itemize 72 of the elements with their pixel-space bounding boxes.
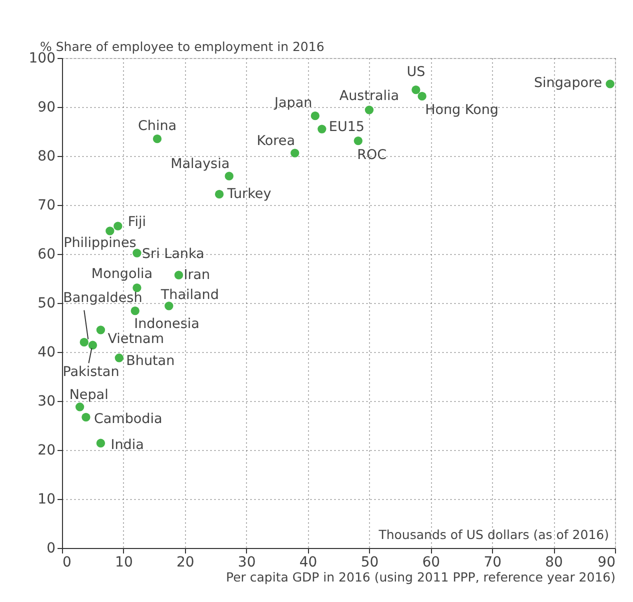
point xyxy=(130,306,140,316)
point xyxy=(88,340,98,350)
x-tick-label: 50 xyxy=(360,554,379,570)
annotation: Indonesia xyxy=(134,316,200,332)
point xyxy=(164,302,174,310)
point xyxy=(80,338,88,347)
annotation: Cambodia xyxy=(94,411,162,428)
point xyxy=(318,124,326,134)
y-tick-label: 40 xyxy=(38,344,56,360)
point xyxy=(82,412,90,422)
point xyxy=(96,326,106,334)
point xyxy=(412,86,420,94)
y-tick-label: 90 xyxy=(38,100,56,116)
annotation: US xyxy=(406,64,426,80)
point xyxy=(132,248,142,258)
point xyxy=(96,438,106,448)
annotation: Australia xyxy=(339,88,400,104)
y-tick-label: 30 xyxy=(38,394,56,410)
point xyxy=(114,354,124,362)
x-tick-label: 20 xyxy=(176,554,194,570)
annotation: Thailand xyxy=(160,286,219,303)
annotation: Philippines xyxy=(64,234,136,251)
annotation: Fiji xyxy=(128,214,146,230)
annotation: Malaysia xyxy=(170,156,230,172)
y-tick-label: 70 xyxy=(38,198,56,214)
annotation: Sri Lanka xyxy=(142,246,204,262)
annotation: Mongolia xyxy=(91,266,152,282)
annotation: Singapore xyxy=(534,74,602,91)
point xyxy=(290,148,300,158)
point xyxy=(606,80,614,88)
y-tick-label: 50 xyxy=(38,296,56,312)
x-tick-label: 60 xyxy=(422,554,440,570)
y-tick-label: 0 xyxy=(46,540,56,556)
x-tick-label: 40 xyxy=(299,554,318,570)
annotation: Turkey xyxy=(226,186,272,202)
x-tick-label: 80 xyxy=(545,554,563,570)
annotation: Thousands of US dollars (as of 2016) xyxy=(378,527,609,542)
point xyxy=(310,112,320,120)
point xyxy=(224,172,234,180)
annotation: Pakistan xyxy=(62,364,120,380)
annotation: Iran xyxy=(184,267,210,284)
point xyxy=(174,270,184,280)
x-tick-label: 10 xyxy=(115,554,133,570)
annotation: Korea xyxy=(256,133,296,150)
y-tick-label: 20 xyxy=(38,442,56,458)
annotation: Vietnam xyxy=(108,330,164,347)
annotation: Bhutan xyxy=(126,352,175,369)
point xyxy=(354,136,362,146)
x-tick-label: 70 xyxy=(484,554,502,570)
x-tick-label: 90 xyxy=(598,554,616,570)
annotation: Japan xyxy=(273,94,312,111)
point xyxy=(75,402,84,412)
annotation: EU15 xyxy=(328,119,365,136)
annotation: China xyxy=(138,118,177,134)
point xyxy=(152,134,162,144)
annotation: India xyxy=(110,437,144,454)
y-tick-label: 80 xyxy=(38,148,56,164)
annotation: Hong Kong xyxy=(425,102,498,118)
y-tick-label: 100 xyxy=(28,50,56,66)
point xyxy=(364,106,374,114)
x-tick-label: 0 xyxy=(62,554,72,570)
x-tick-label: 30 xyxy=(238,554,256,570)
y-tick-label: 60 xyxy=(38,246,56,262)
point xyxy=(418,92,426,101)
annotation: Nepal xyxy=(69,386,108,403)
annotation: ROC xyxy=(357,146,387,163)
point xyxy=(106,226,114,236)
point xyxy=(214,190,224,199)
x-axis-title: Per capita GDP in 2016 (using 2011 PPP, reference year 2016) xyxy=(226,570,616,584)
point xyxy=(114,222,122,230)
annotation: Bangaldesh xyxy=(63,290,142,306)
y-tick-label: 10 xyxy=(38,492,56,508)
